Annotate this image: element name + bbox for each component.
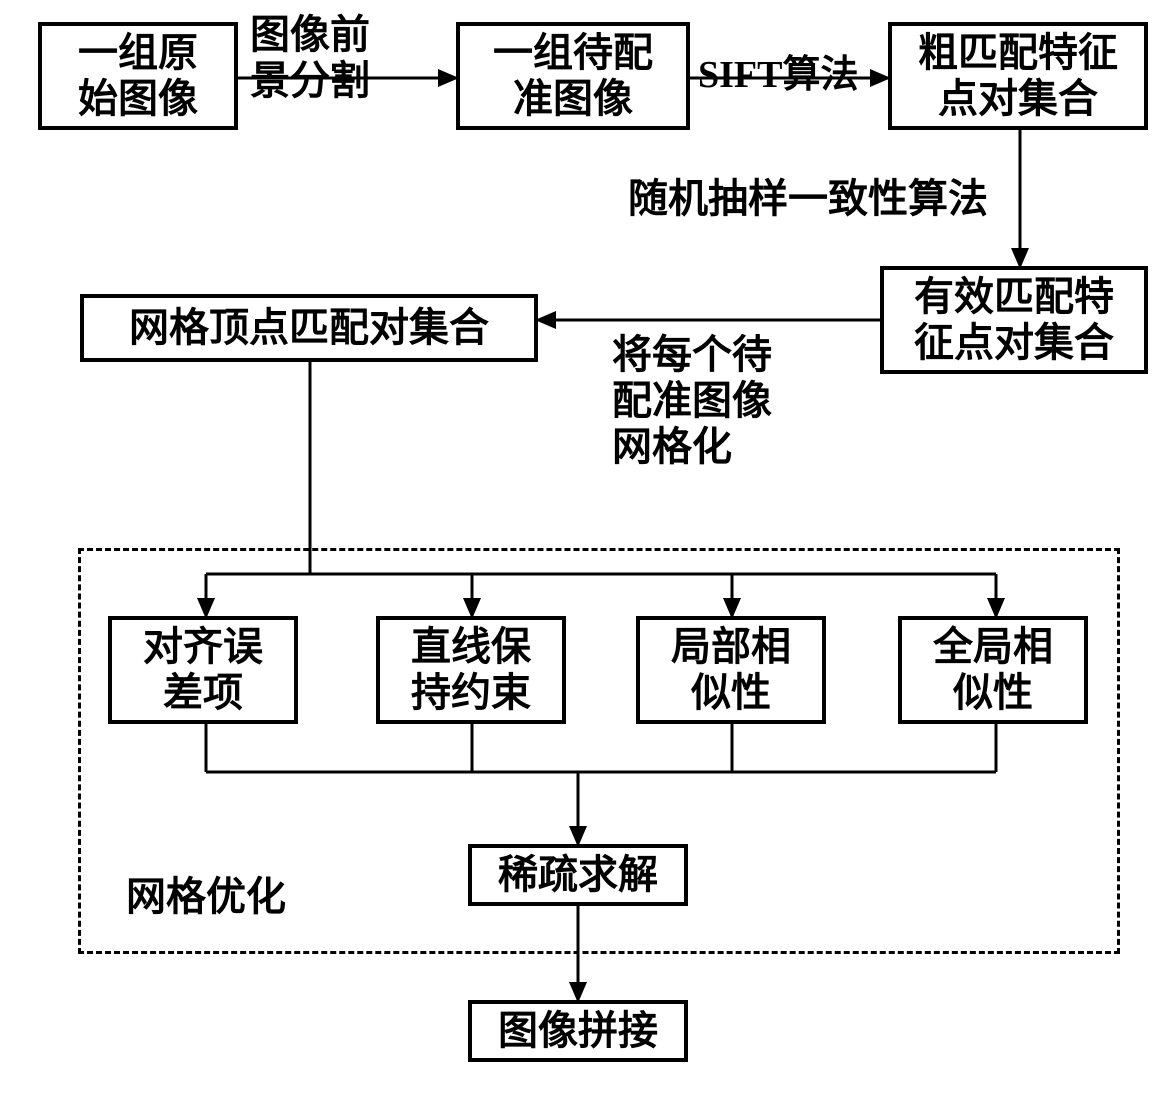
node-label: 图像拼接 xyxy=(498,1008,658,1054)
node-valid-match-set: 有效匹配特征点对集合 xyxy=(880,266,1148,374)
node-label: 稀疏求解 xyxy=(498,852,658,898)
edge-label-text: SIFT算法 xyxy=(698,54,858,96)
node-global-similarity: 全局相似性 xyxy=(898,616,1088,724)
edge-label-text: 网格优化 xyxy=(126,874,286,919)
node-line-constraint: 直线保持约束 xyxy=(376,616,566,724)
edge-label-sift: SIFT算法 xyxy=(698,54,858,98)
node-local-similarity: 局部相似性 xyxy=(636,616,826,724)
node-original-images: 一组原始图像 xyxy=(38,22,238,130)
node-coarse-match-set: 粗匹配特征点对集合 xyxy=(888,22,1148,130)
node-label: 粗匹配特征点对集合 xyxy=(918,30,1118,122)
node-label: 对齐误差项 xyxy=(143,624,263,716)
edge-label-foreground-seg: 图像前景分割 xyxy=(250,12,370,104)
edge-label-mesh-optimize: 网格优化 xyxy=(126,874,286,920)
node-label: 局部相似性 xyxy=(671,624,791,716)
node-label: 一组原始图像 xyxy=(78,30,198,122)
edge-label-ransac: 随机抽样一致性算法 xyxy=(628,176,988,222)
node-label: 有效匹配特征点对集合 xyxy=(914,274,1114,366)
node-label: 网格顶点匹配对集合 xyxy=(129,305,489,351)
node-mesh-vertex-match-set: 网格顶点匹配对集合 xyxy=(80,294,538,362)
node-label: 一组待配准图像 xyxy=(493,30,653,122)
edge-label-text: 随机抽样一致性算法 xyxy=(628,176,988,221)
edge-label-text: 将每个待配准图像网格化 xyxy=(612,332,772,469)
node-label: 全局相似性 xyxy=(933,624,1053,716)
edge-label-meshify: 将每个待配准图像网格化 xyxy=(612,332,772,470)
node-image-stitch: 图像拼接 xyxy=(468,1000,688,1062)
node-sparse-solve: 稀疏求解 xyxy=(468,844,688,906)
node-label: 直线保持约束 xyxy=(411,624,531,716)
node-to-register-images: 一组待配准图像 xyxy=(456,22,690,130)
node-alignment-error: 对齐误差项 xyxy=(108,616,298,724)
edge-label-text: 图像前景分割 xyxy=(250,12,370,103)
